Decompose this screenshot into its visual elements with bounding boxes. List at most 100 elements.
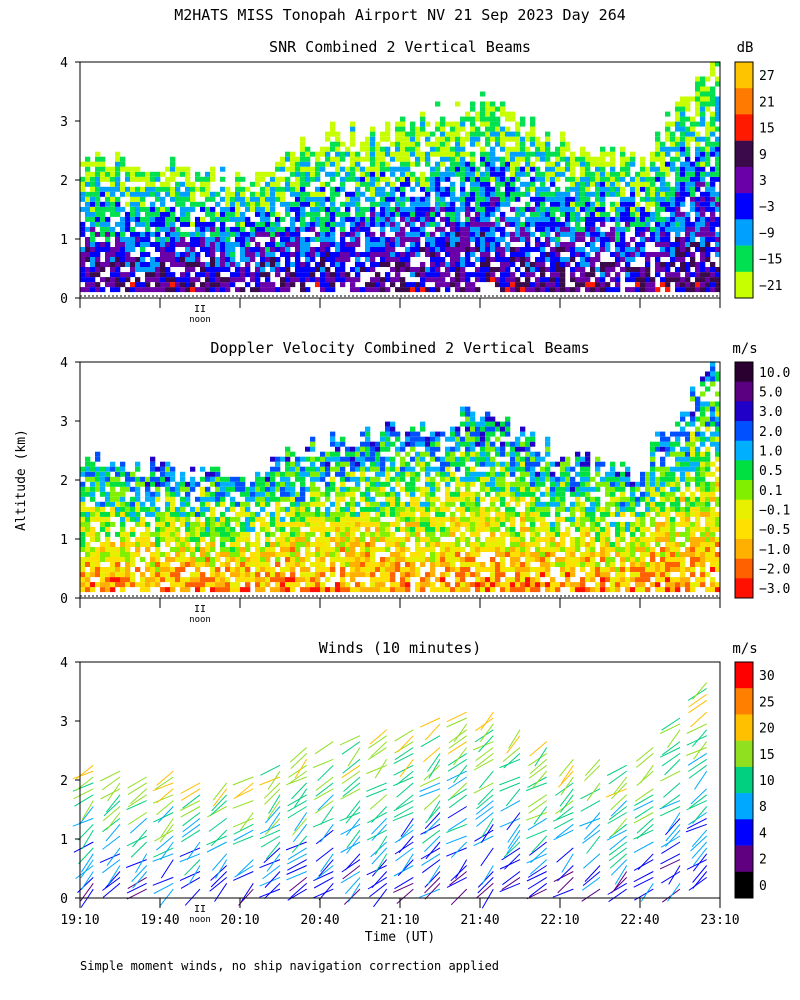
heatmap-cell <box>695 186 701 192</box>
heatmap-cell <box>170 526 176 532</box>
heatmap-cell <box>475 126 481 132</box>
heatmap-cell <box>655 166 661 172</box>
heatmap-cell <box>85 272 91 278</box>
heatmap-cell <box>140 516 146 522</box>
heatmap-cell <box>90 282 96 288</box>
heatmap-cell <box>645 277 651 283</box>
heatmap-cell <box>400 526 406 532</box>
heatmap-cell <box>250 201 256 207</box>
heatmap-cell <box>315 252 321 257</box>
heatmap-cell <box>265 191 271 197</box>
heatmap-cell <box>345 526 351 532</box>
heatmap-cell <box>125 287 131 293</box>
heatmap-cell <box>105 582 111 588</box>
heatmap-cell <box>370 186 376 192</box>
heatmap-cell <box>105 186 111 192</box>
heatmap-cell <box>270 242 276 247</box>
heatmap-cell <box>620 231 626 237</box>
heatmap-cell <box>450 166 456 172</box>
colorbar-swatch <box>735 62 753 89</box>
heatmap-cell <box>345 216 351 222</box>
heatmap-cell <box>480 547 486 552</box>
heatmap-cell <box>490 587 496 593</box>
heatmap-cell <box>115 242 121 247</box>
heatmap-cell <box>355 481 361 487</box>
heatmap-cell <box>365 156 371 162</box>
heatmap-cell <box>400 287 406 293</box>
heatmap-cell <box>355 501 361 507</box>
heatmap-cell <box>330 451 336 457</box>
heatmap-cell <box>375 161 381 167</box>
heatmap-cell <box>150 216 156 222</box>
heatmap-cell <box>415 547 421 552</box>
heatmap-cell <box>370 282 376 288</box>
heatmap-cell <box>180 506 186 512</box>
heatmap-cell <box>385 562 391 567</box>
heatmap-cell <box>105 206 111 212</box>
heatmap-cell <box>95 481 101 487</box>
heatmap-cell <box>90 262 96 267</box>
main-title: M2HATS MISS Tonopah Airport NV 21 Sep 20… <box>174 6 626 24</box>
heatmap-cell <box>320 226 326 232</box>
heatmap-cell <box>85 176 91 182</box>
heatmap-cell <box>490 161 496 167</box>
heatmap-cell <box>200 531 206 537</box>
heatmap-cell <box>195 511 201 517</box>
heatmap-cell <box>200 491 206 497</box>
heatmap-cell <box>395 176 401 182</box>
heatmap-cell <box>480 206 486 212</box>
heatmap-cell <box>90 221 96 227</box>
heatmap-cell <box>480 252 486 257</box>
heatmap-cell <box>710 166 716 172</box>
heatmap-cell <box>335 456 341 462</box>
heatmap-cell <box>600 287 606 293</box>
heatmap-cell <box>485 272 491 278</box>
heatmap-cell <box>270 471 276 477</box>
heatmap-cell <box>430 537 436 542</box>
heatmap-cell <box>80 176 86 182</box>
heatmap-cell <box>85 511 91 517</box>
heatmap-cell <box>305 501 311 507</box>
heatmap-cell <box>550 161 556 167</box>
heatmap-cell <box>195 562 201 567</box>
heatmap-cell <box>510 171 516 177</box>
heatmap-cell <box>260 186 266 192</box>
heatmap-cell <box>155 547 161 552</box>
heatmap-cell <box>595 216 601 222</box>
heatmap-cell <box>280 156 286 162</box>
heatmap-cell <box>195 572 201 578</box>
heatmap-cell <box>420 562 426 567</box>
heatmap-cell <box>580 237 586 242</box>
heatmap-cell <box>105 567 111 572</box>
heatmap-cell <box>670 221 676 227</box>
heatmap-cell <box>175 506 181 512</box>
heatmap-cell <box>195 277 201 283</box>
heatmap-cell <box>235 501 241 507</box>
heatmap-cell <box>350 526 356 532</box>
heatmap-cell <box>230 486 236 492</box>
heatmap-cell <box>95 476 101 482</box>
heatmap-cell <box>710 171 716 177</box>
heatmap-cell <box>550 191 556 197</box>
heatmap-cell <box>495 191 501 197</box>
heatmap-cell <box>650 191 656 197</box>
heatmap-cell <box>200 557 206 562</box>
heatmap-cell <box>465 237 471 242</box>
heatmap-cell <box>600 206 606 212</box>
heatmap-cell <box>380 257 386 262</box>
heatmap-cell <box>345 547 351 552</box>
heatmap-cell <box>130 242 136 247</box>
heatmap-cell <box>710 96 716 102</box>
heatmap-cell <box>305 582 311 588</box>
heatmap-cell <box>110 547 116 552</box>
heatmap-cell <box>160 471 166 477</box>
heatmap-cell <box>280 282 286 288</box>
heatmap-cell <box>200 552 206 557</box>
heatmap-cell <box>160 461 166 467</box>
heatmap-cell <box>460 257 466 262</box>
heatmap-cell <box>275 582 281 588</box>
heatmap-cell <box>135 466 141 472</box>
heatmap-cell <box>710 237 716 242</box>
heatmap-cell <box>595 287 601 293</box>
heatmap-cell <box>570 237 576 242</box>
